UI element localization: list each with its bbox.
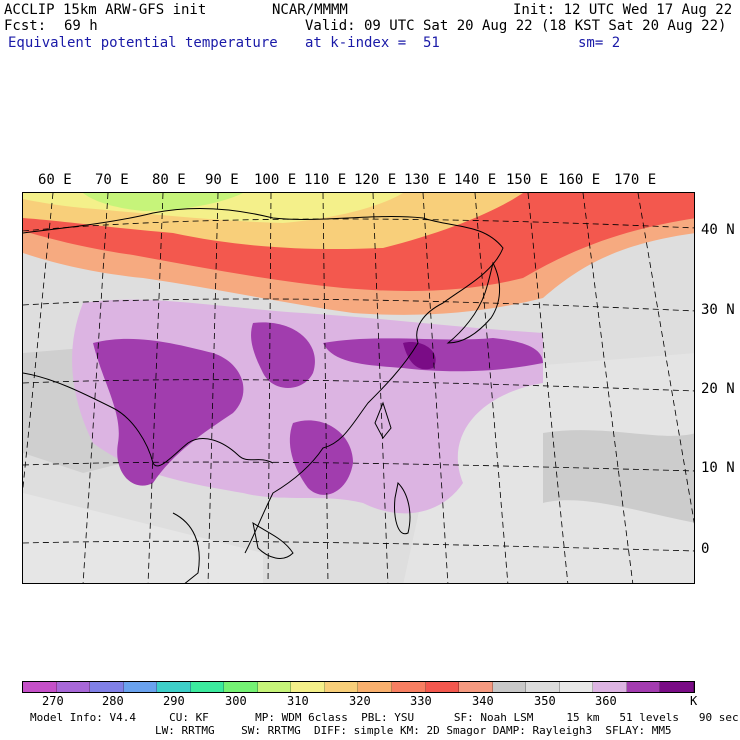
lon-label: 150 E bbox=[506, 172, 549, 188]
lon-label: 90 E bbox=[205, 172, 239, 188]
lon-label: 130 E bbox=[404, 172, 447, 188]
colorbar-tick: 360 bbox=[595, 694, 617, 708]
colorbar-segment bbox=[660, 682, 694, 692]
graticule bbox=[23, 193, 694, 583]
colorbar-tick: 320 bbox=[349, 694, 371, 708]
coastline bbox=[252, 521, 294, 559]
meridian-line bbox=[527, 193, 569, 583]
lon-label: 160 E bbox=[558, 172, 601, 188]
colorbar-tick: 270 bbox=[42, 694, 64, 708]
init-time: Init: 12 UTC Wed 17 Aug 22 bbox=[513, 2, 733, 18]
colorbar-segment bbox=[324, 682, 359, 692]
lat-label: 30 N bbox=[701, 302, 735, 318]
colorbar-segment bbox=[224, 682, 258, 692]
coastlines bbox=[23, 207, 504, 583]
lon-label: 170 E bbox=[614, 172, 657, 188]
smoothing-value: sm= 2 bbox=[578, 35, 621, 51]
colorbar-segment bbox=[358, 682, 393, 692]
coastline bbox=[23, 207, 504, 554]
colorbar-segment bbox=[257, 682, 292, 692]
lon-label: 120 E bbox=[354, 172, 397, 188]
colorbar-segment bbox=[157, 682, 191, 692]
colorbar-segment bbox=[425, 682, 460, 692]
colorbar-segment bbox=[56, 682, 91, 692]
model-info-line1: Model Info: V4.4 CU: KF MP: WDM 6class P… bbox=[30, 711, 739, 724]
colorbar-segment bbox=[593, 682, 627, 692]
meridian-line bbox=[322, 193, 329, 583]
field-gray-band bbox=[543, 430, 694, 523]
colorbar-segment bbox=[526, 682, 560, 692]
coastline bbox=[23, 372, 274, 467]
coastline bbox=[374, 401, 392, 439]
colorbar-unit: K bbox=[690, 694, 698, 708]
colorbar-tick: 290 bbox=[163, 694, 185, 708]
colorbar-tick: 300 bbox=[225, 694, 247, 708]
colorbar-segment bbox=[123, 682, 158, 692]
model-info-line2: LW: RRTMG SW: RRTMG DIFF: simple KM: 2D … bbox=[155, 724, 672, 737]
colorbar-tick: 280 bbox=[102, 694, 124, 708]
theta-e-map bbox=[22, 192, 695, 584]
colorbar-tick: 340 bbox=[472, 694, 494, 708]
meridian-line bbox=[582, 193, 634, 583]
center-label: NCAR/MMMM bbox=[272, 2, 348, 18]
colorbar-tick: 350 bbox=[534, 694, 556, 708]
meridian-line bbox=[637, 193, 694, 524]
field-dark-purple bbox=[251, 322, 315, 388]
lat-label: 0 bbox=[701, 541, 710, 557]
colorbar-segment bbox=[90, 682, 124, 692]
valid-time: Valid: 09 UTC Sat 20 Aug 22 (18 KST Sat … bbox=[305, 18, 727, 34]
meridian-line bbox=[23, 193, 54, 491]
lat-label: 10 N bbox=[701, 460, 735, 476]
colorbar-tick: 310 bbox=[287, 694, 309, 708]
meridian-line bbox=[147, 193, 164, 583]
lon-label: 110 E bbox=[304, 172, 347, 188]
meridian-line bbox=[82, 193, 109, 583]
meridian-line bbox=[422, 193, 449, 583]
colorbar-segment bbox=[626, 682, 661, 692]
forecast-label: Fcst: bbox=[4, 18, 47, 34]
colorbar-segment bbox=[23, 682, 57, 692]
forecast-hour: 69 h bbox=[64, 18, 98, 34]
colorbar-segment bbox=[459, 682, 493, 692]
lat-label: 40 N bbox=[701, 222, 735, 238]
field-dark-purple bbox=[93, 338, 244, 486]
level-index: at k-index = 51 bbox=[305, 35, 440, 51]
field-name: Equivalent potential temperature bbox=[8, 35, 278, 51]
map-canvas bbox=[23, 193, 694, 583]
coastline bbox=[446, 261, 500, 344]
lat-label: 20 N bbox=[701, 381, 735, 397]
meridian-line bbox=[372, 193, 389, 583]
meridian-line bbox=[267, 193, 272, 583]
lon-label: 100 E bbox=[254, 172, 297, 188]
colorbar-segment bbox=[392, 682, 426, 692]
lon-label: 140 E bbox=[454, 172, 497, 188]
field-deepest-purple bbox=[403, 342, 436, 370]
colorbar-segment bbox=[492, 682, 527, 692]
coastline bbox=[172, 512, 200, 583]
colorbar-segment bbox=[190, 682, 225, 692]
lon-label: 70 E bbox=[95, 172, 129, 188]
field-light-band bbox=[23, 493, 263, 583]
coastline bbox=[394, 481, 411, 535]
model-title: ACCLIP 15km ARW-GFS init bbox=[4, 2, 207, 18]
colorbar-segment bbox=[559, 682, 594, 692]
colorbar-tick: 330 bbox=[410, 694, 432, 708]
colorbar-segment bbox=[291, 682, 325, 692]
colorbar bbox=[22, 681, 695, 693]
field-dark-purple bbox=[289, 420, 353, 495]
lon-label: 60 E bbox=[38, 172, 72, 188]
meridian-line bbox=[207, 193, 219, 583]
meridian-line bbox=[474, 193, 509, 583]
lon-label: 80 E bbox=[152, 172, 186, 188]
field-green-band bbox=[83, 193, 243, 211]
